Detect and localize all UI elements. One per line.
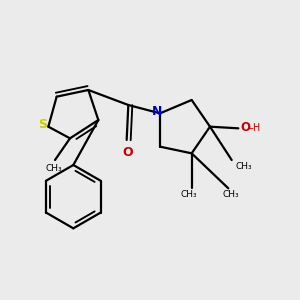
Text: S: S: [38, 118, 47, 131]
Text: N: N: [152, 105, 162, 118]
Text: CH₃: CH₃: [236, 162, 252, 171]
Text: CH₃: CH₃: [223, 190, 239, 199]
Text: O: O: [122, 146, 133, 159]
Text: CH₃: CH₃: [45, 164, 62, 173]
Text: –H: –H: [249, 123, 261, 133]
Text: CH₃: CH₃: [181, 190, 197, 199]
Text: O: O: [240, 121, 250, 134]
